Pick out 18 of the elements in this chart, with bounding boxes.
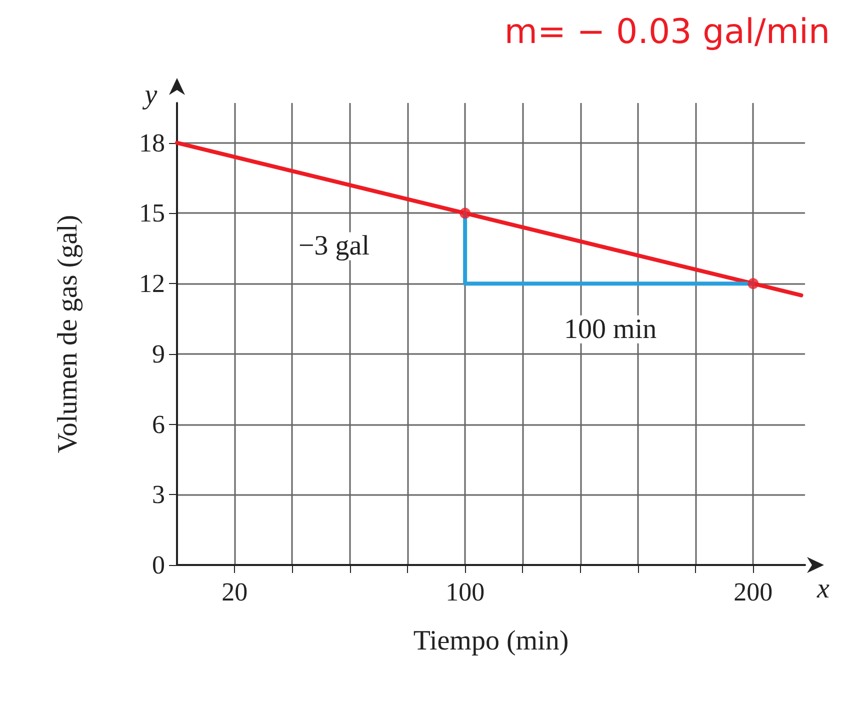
text: y <box>142 80 158 110</box>
annotation: 100 min <box>564 314 657 345</box>
y-tick-label: 18 <box>139 128 165 158</box>
y-tick-label: 0 <box>152 550 165 580</box>
y-tick-label: 12 <box>139 269 165 298</box>
chart-title: m= − 0.03 gal/min <box>504 12 830 52</box>
y-axis-title: Volumen de gas (gal) <box>52 214 84 454</box>
y-tick-label: 9 <box>152 339 165 368</box>
text: x <box>816 574 830 604</box>
x-axis-title: Tiempo (min) <box>413 626 569 656</box>
x-tick-label: 100 <box>446 578 485 606</box>
line-series <box>175 140 804 298</box>
annotation: −3 gal <box>298 230 370 262</box>
x-tick-label: 20 <box>222 578 248 606</box>
y-tick-label: 15 <box>139 198 165 228</box>
y-tick-label: 3 <box>152 480 165 510</box>
x-tick-label: 200 <box>734 578 773 606</box>
y-tick-label: 6 <box>152 410 165 439</box>
